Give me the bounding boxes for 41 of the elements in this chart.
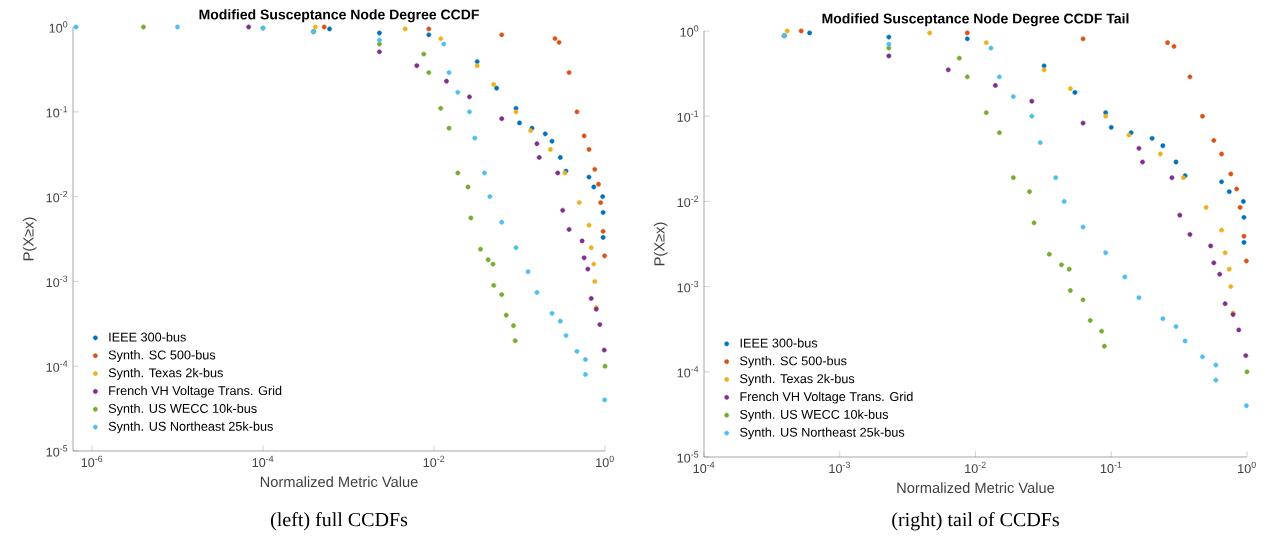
y-tick-label: 10$^{-5}$ <box>46 445 68 457</box>
legend-label: Synth. Texas 2k-bus <box>740 373 855 386</box>
x-tick-label: 10$^{-4}$ <box>693 461 715 474</box>
x-tick-label: 10$^{-1}$ <box>1100 461 1122 474</box>
x-tick-label: 10$^{0}$ <box>596 455 614 468</box>
legend-label: French VH Voltage Trans. Grid <box>740 391 913 404</box>
legend-label: IEEE 300-bus <box>740 338 818 348</box>
y-tick-label: 10$^{-2}$ <box>677 195 699 208</box>
legend-label: Synth. SC 500-bus <box>108 350 216 362</box>
y-tick-label: 10$^{-3}$ <box>46 275 68 288</box>
y-tick-label: 10$^{-1}$ <box>46 106 68 118</box>
y-tick-label: 10$^{0}$ <box>680 25 699 37</box>
y-tick-label: 10$^{-5}$ <box>677 451 699 463</box>
text: (right) tail of CCDFs <box>892 512 1059 531</box>
legend-label: Synth. SC 500-bus <box>740 356 847 368</box>
x-axis-title: Normalized Metric Value <box>897 482 1055 494</box>
y-tick-label: 10$^{-2}$ <box>46 190 68 203</box>
legend-label: IEEE 300-bus <box>109 332 186 342</box>
y-tick-label: 10$^{-3}$ <box>677 280 699 293</box>
legend-label: Synth. US Northeast 25k-bus <box>108 421 273 434</box>
chart-title: Modified Susceptance Node Degree CCDF <box>199 9 479 23</box>
y-tick-label: 10$^{-4}$ <box>46 360 68 372</box>
text: (left) full CCDFs <box>271 512 408 531</box>
x-tick-label: 10$^{-6}$ <box>81 455 103 468</box>
y-tick-label: 10$^{-4}$ <box>677 366 699 378</box>
y-axis-title: P(X≥x) <box>653 222 668 266</box>
x-tick-label: 10$^{-2}$ <box>965 461 986 474</box>
legend-label: Synth. US WECC 10k-bus <box>108 403 257 416</box>
x-tick-label: 10$^{-3}$ <box>829 461 851 474</box>
y-axis-title: P(X≥x) <box>22 217 37 261</box>
x-axis-title: Normalized Metric Value <box>260 476 418 488</box>
y-tick-label: 10$^{0}$ <box>49 21 68 33</box>
x-tick-label: 10$^{-2}$ <box>423 455 445 468</box>
legend-label: Synth. Texas 2k-bus <box>108 367 223 380</box>
legend-label: Synth. US Northeast 25k-bus <box>740 427 905 440</box>
x-tick-label: 10$^{-4}$ <box>252 455 274 468</box>
y-tick-label: 10$^{-1}$ <box>677 110 699 122</box>
legend-label: Synth. US WECC 10k-bus <box>740 409 889 422</box>
legend-label: French VH Voltage Trans. Grid <box>109 385 282 398</box>
chart-title: Modified Susceptance Node Degree CCDF Tail <box>822 13 1129 27</box>
x-tick-label: 10$^{0}$ <box>1238 461 1256 474</box>
